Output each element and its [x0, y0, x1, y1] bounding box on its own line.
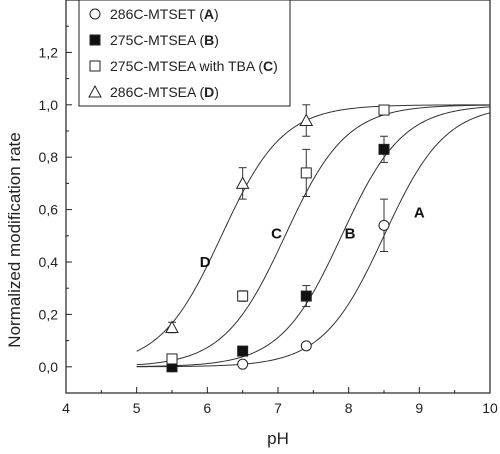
fit-curves	[136, 104, 491, 368]
legend-entry: 275C-MTSEA with TBA (C)	[110, 58, 278, 74]
x-tick-label: 9	[415, 400, 423, 416]
fit-curve	[136, 104, 491, 366]
data-point	[378, 219, 390, 231]
data-point	[165, 320, 179, 333]
data-point	[235, 176, 250, 189]
curve-label: A	[414, 204, 425, 221]
data-point	[300, 167, 312, 179]
legend-marker	[89, 60, 101, 72]
legend-marker	[89, 34, 101, 46]
curve-label: B	[345, 225, 356, 242]
legend-entry: 286C-MTSEA (D)	[110, 84, 219, 100]
x-tick-label: 6	[203, 400, 211, 416]
y-tick-label: 0,6	[39, 202, 59, 218]
data-point	[300, 290, 312, 302]
fit-curve	[136, 104, 490, 352]
y-tick-label: 0,4	[39, 254, 59, 270]
x-tick-label: 5	[133, 400, 141, 416]
x-tick-label: 4	[62, 400, 70, 416]
legend-marker	[88, 84, 102, 98]
data-point	[299, 113, 314, 127]
data-points	[165, 104, 390, 373]
x-tick-label: 8	[345, 400, 353, 416]
curve-label: D	[200, 254, 211, 271]
data-point	[378, 104, 390, 116]
y-tick-label: 1,2	[39, 44, 59, 60]
y-tick-label: 0,2	[39, 306, 59, 322]
data-point	[237, 358, 249, 370]
y-tick-label: 0,0	[39, 359, 59, 375]
y-tick-label: 1,0	[39, 97, 59, 113]
fit-curve	[136, 106, 491, 367]
x-axis-label: pH	[267, 429, 289, 448]
fit-curve	[136, 112, 491, 368]
data-point	[166, 353, 178, 365]
data-point	[378, 143, 390, 155]
legend-entry: 275C-MTSEA (B)	[110, 32, 219, 48]
legend-marker	[89, 8, 101, 20]
legend-box	[78, 0, 291, 107]
tick-marks: 4 5 6 7 8 9 10 0,0 0,2 0,4 0,6 0,8 1,0 1,2	[39, 25, 498, 416]
x-tick-label: 7	[274, 400, 282, 416]
data-point	[300, 340, 312, 352]
data-point	[237, 345, 249, 357]
y-tick-label: 0,8	[39, 149, 59, 165]
y-axis-label: Normalized modification rate	[5, 132, 24, 347]
x-tick-label: 10	[482, 400, 498, 416]
data-point	[237, 290, 249, 302]
legend-entry: 286C-MTSET (A)	[110, 6, 219, 22]
curve-labels: A B C D	[200, 204, 425, 271]
error-bars	[168, 104, 388, 334]
legend: 286C-MTSET (A) 275C-MTSEA (B) 275C-MTSEA w…	[78, 0, 291, 107]
curve-label: C	[271, 225, 282, 242]
